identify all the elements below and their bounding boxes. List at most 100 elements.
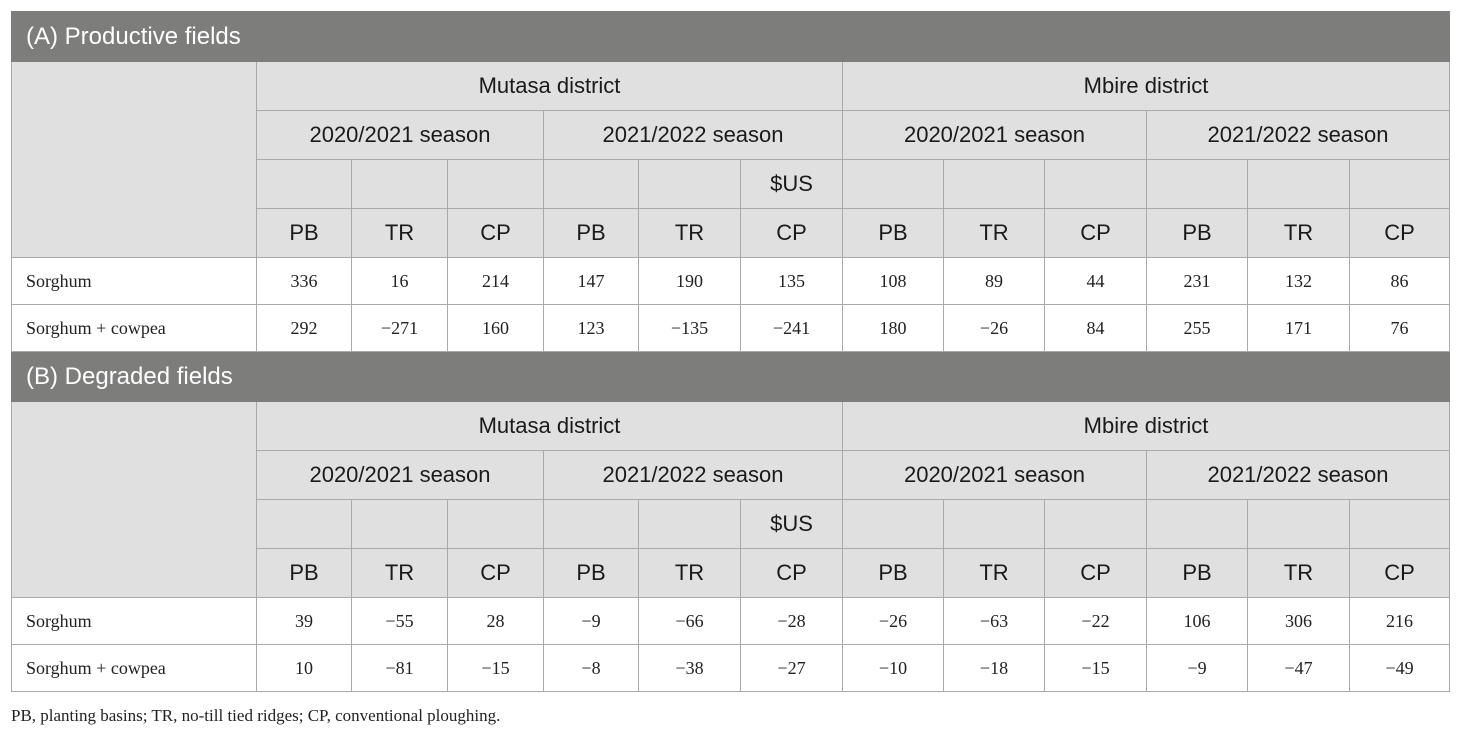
season-header: 2021/2022 season — [543, 450, 843, 500]
method-header: PB — [543, 548, 639, 598]
table-footnote: PB, planting basins; TR, no-till tied ri… — [11, 706, 501, 725]
table-cell: 171 — [1247, 304, 1350, 352]
table-cell: −38 — [638, 644, 741, 692]
table-cell: 336 — [256, 257, 352, 305]
empty-header-cell — [1044, 499, 1147, 549]
district-header-row: Mutasa district Mbire district — [11, 401, 1451, 598]
data-table-container: (A) Productive fields Mutasa district Mbir… — [10, 11, 1451, 692]
table-cell: −10 — [842, 644, 944, 692]
unit-header-row: $US — [12, 499, 1451, 549]
empty-header-cell — [447, 499, 544, 549]
table-row: Sorghum 39 −55 28 −9 −66 −28 −26 −63 −22 106 306 216 — [11, 597, 1451, 645]
method-header: CP — [1044, 208, 1147, 258]
unit-label: $US — [740, 159, 843, 209]
empty-header-cell — [543, 159, 639, 209]
row-label: Sorghum — [11, 597, 257, 645]
table-cell: −9 — [543, 597, 639, 645]
section-title: (A) Productive fields — [10, 11, 1451, 62]
method-header: PB — [842, 208, 944, 258]
season-header-row: 2020/2021 season 2021/2022 season 2020/202… — [12, 110, 1451, 160]
table-cell: −55 — [351, 597, 448, 645]
table-row: Sorghum 336 16 214 147 190 135 108 89 44 231 132 86 — [11, 257, 1451, 305]
table-row: Sorghum + cowpea 292 −271 160 123 −135 −241 180… — [11, 304, 1451, 352]
table-cell: −27 — [740, 644, 843, 692]
method-header: CP — [447, 208, 544, 258]
empty-header-cell — [842, 499, 944, 549]
table-cell: 306 — [1247, 597, 1350, 645]
season-header: 2021/2022 season — [1145, 450, 1451, 500]
method-header: TR — [1247, 548, 1350, 598]
method-header: CP — [1348, 548, 1451, 598]
season-header: 2021/2022 season — [1145, 110, 1451, 160]
method-header-row: PB TR CP PB TR CP PB TR CP PB TR CP — [12, 548, 1451, 598]
method-header: TR — [943, 208, 1045, 258]
empty-header-cell — [1146, 499, 1248, 549]
empty-header-cell — [1044, 159, 1147, 209]
table-cell: −47 — [1247, 644, 1350, 692]
table-cell: −26 — [943, 304, 1045, 352]
empty-header-cell — [351, 159, 448, 209]
method-header: PB — [543, 208, 639, 258]
data-table: (A) Productive fields Mutasa district Mbir… — [10, 11, 1451, 692]
table-cell: 86 — [1348, 257, 1451, 305]
section-header-row: (A) Productive fields — [10, 11, 1451, 62]
season-header: 2020/2021 season — [256, 110, 544, 160]
table-cell: 108 — [842, 257, 944, 305]
season-header: 2021/2022 season — [543, 110, 843, 160]
method-header: TR — [638, 548, 741, 598]
table-cell: −22 — [1044, 597, 1147, 645]
table-cell: −8 — [543, 644, 639, 692]
method-header: PB — [256, 548, 352, 598]
district-header: Mbire district — [841, 401, 1451, 451]
district-header: Mutasa district — [256, 401, 843, 451]
table-cell: 135 — [740, 257, 843, 305]
method-header: TR — [351, 548, 448, 598]
header-corner-cell — [11, 401, 257, 598]
empty-header-cell — [638, 159, 741, 209]
table-cell: 214 — [447, 257, 544, 305]
row-label: Sorghum + cowpea — [11, 644, 257, 692]
empty-header-cell — [638, 499, 741, 549]
method-header: TR — [943, 548, 1045, 598]
table-cell: −63 — [943, 597, 1045, 645]
empty-header-cell — [1348, 499, 1451, 549]
section-title: (B) Degraded fields — [10, 351, 1451, 402]
method-header: TR — [638, 208, 741, 258]
table-cell: −15 — [1044, 644, 1147, 692]
empty-header-cell — [1146, 159, 1248, 209]
method-header: CP — [740, 208, 843, 258]
table-cell: −28 — [740, 597, 843, 645]
table-cell: 160 — [447, 304, 544, 352]
table-cell: 180 — [842, 304, 944, 352]
header-corner-cell — [11, 61, 257, 258]
method-header: PB — [842, 548, 944, 598]
table-cell: 231 — [1146, 257, 1248, 305]
empty-header-cell — [256, 159, 352, 209]
table-cell: 16 — [351, 257, 448, 305]
table-cell: −18 — [943, 644, 1045, 692]
season-header: 2020/2021 season — [842, 110, 1147, 160]
table-cell: 132 — [1247, 257, 1350, 305]
table-cell: 106 — [1146, 597, 1248, 645]
table-cell: −81 — [351, 644, 448, 692]
empty-header-cell — [256, 499, 352, 549]
table-cell: 76 — [1348, 304, 1451, 352]
table-cell: 190 — [638, 257, 741, 305]
table-cell: −135 — [638, 304, 741, 352]
table-cell: −241 — [740, 304, 843, 352]
empty-header-cell — [1247, 159, 1350, 209]
table-cell: 28 — [447, 597, 544, 645]
table-cell: 10 — [256, 644, 352, 692]
table-cell: 39 — [256, 597, 352, 645]
table-cell: 255 — [1146, 304, 1248, 352]
table-cell: 123 — [543, 304, 639, 352]
table-cell: −9 — [1146, 644, 1248, 692]
table-cell: −26 — [842, 597, 944, 645]
empty-header-cell — [842, 159, 944, 209]
table-cell: 89 — [943, 257, 1045, 305]
section-header-row: (B) Degraded fields — [10, 351, 1451, 402]
empty-header-cell — [943, 159, 1045, 209]
table-cell: 216 — [1348, 597, 1451, 645]
district-header-row: Mutasa district Mbire district — [11, 61, 1451, 258]
table-cell: 44 — [1044, 257, 1147, 305]
